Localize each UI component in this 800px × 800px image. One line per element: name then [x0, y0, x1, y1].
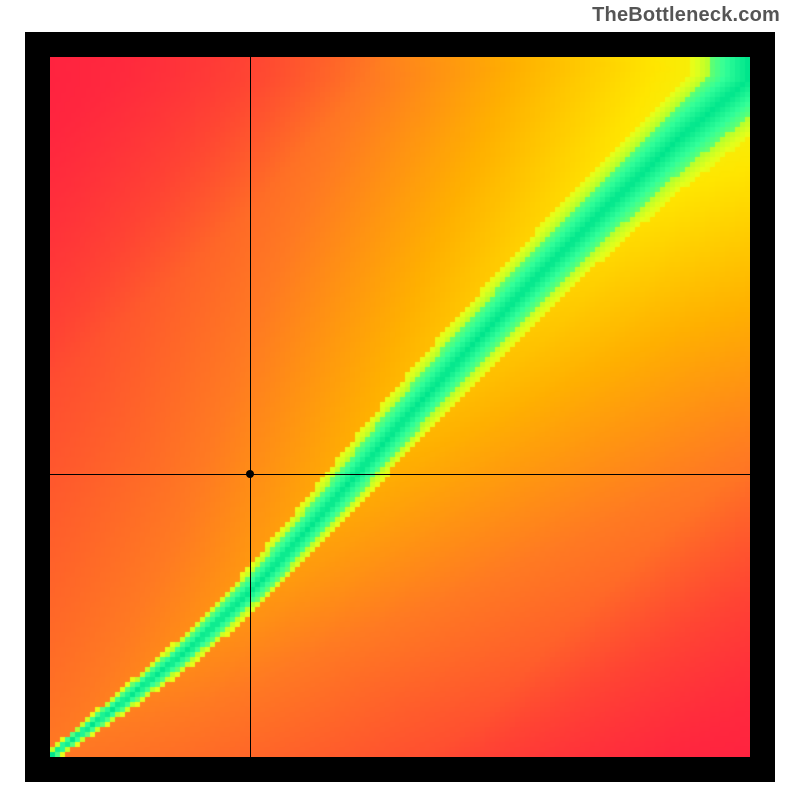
heatmap-canvas: [50, 57, 750, 757]
data-point-marker: [246, 470, 254, 478]
crosshair-horizontal: [50, 474, 750, 475]
crosshair-vertical: [250, 57, 251, 757]
watermark-text: TheBottleneck.com: [592, 4, 780, 27]
chart-container: TheBottleneck.com: [0, 0, 800, 800]
plot-area: [50, 57, 750, 757]
chart-frame: [25, 32, 775, 782]
